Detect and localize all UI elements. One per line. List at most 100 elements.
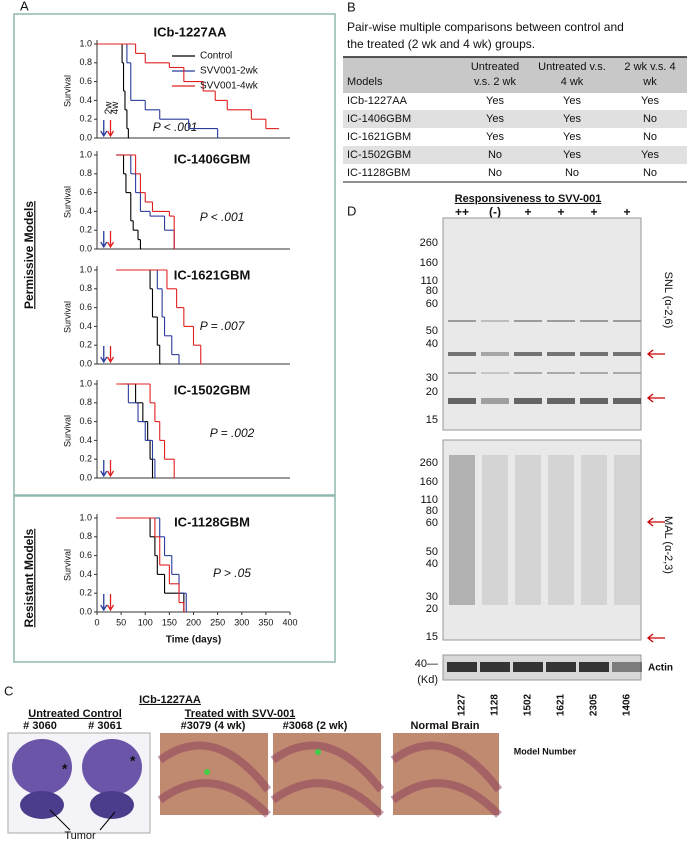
y-axis-label: Survival [62,415,72,447]
y-tick-label: 0.8 [79,397,92,407]
p-value: P < .001 [153,120,198,134]
x-tick-label: 50 [116,617,126,627]
blot-band [448,372,476,374]
mw-marker: 20 [426,386,438,398]
panel-letter: B [347,0,356,14]
permissive-box [13,13,336,496]
table-cell: Yes [641,95,659,107]
sample-id: #3079 (4 wk) [181,720,246,732]
table-cell: IC-1128GBM [347,167,410,179]
y-tick-label: 0.8 [79,57,92,67]
blot-label: Actin [648,663,673,674]
table-cell: No [643,131,657,143]
actin-band [447,662,477,672]
histology-texture [157,741,272,818]
table-cell: No [488,167,502,179]
blot-unit: (Kd) [417,674,438,686]
mw-marker: 80 [426,285,438,297]
arrow-label: 2w [103,101,114,115]
p-value: P = .002 [210,426,255,440]
sample-id: # 3061 [88,720,122,732]
histo-group: Untreated Control [28,708,122,720]
mw-marker: 80 [426,505,438,517]
mw-marker: 20 [426,603,438,615]
blot-title: Responsiveness to SVV-001 [455,193,602,205]
mw-marker: 60 [426,517,438,529]
y-tick-label: 0.0 [79,472,92,482]
x-tick-label: 350 [258,617,273,627]
x-tick-label: 250 [210,617,225,627]
blot-smear [515,455,541,605]
lane-response: + [623,205,630,219]
treatment-arrow [106,120,115,138]
blot-band [547,398,575,404]
lane-model: 1128 [490,694,501,716]
mw-marker: 30 [426,591,438,603]
x-tick-label: 300 [234,617,249,627]
treatment-arrow [100,231,108,249]
blot-image [442,439,642,641]
y-tick-label: 0.8 [79,168,92,178]
blot-band [580,320,608,322]
panel-letter: A [20,0,29,13]
blot-band [481,398,509,404]
virus-stain [315,749,321,755]
tumor-mark: * [62,761,68,777]
table-cell: Yes [486,113,504,125]
arrow-label: 4w [110,101,121,115]
table-cell: No [488,149,502,161]
table-cell: No [565,167,579,179]
treatment-arrow [106,231,115,249]
y-tick-label: 0.6 [79,187,92,197]
p-value: P > .05 [213,566,251,580]
blot-label: MAL (α-2,3) [662,516,674,574]
chart-title: IC-1128GBM [174,514,250,529]
blot-x-label: Model Number [514,746,577,756]
mw-marker: 40— [415,658,438,670]
mw-marker: 50 [426,546,438,558]
blot-band [481,372,509,374]
mw-marker: 15 [426,631,438,643]
panel-letter: D [347,203,356,218]
y-tick-label: 1.0 [79,38,92,48]
blot-band [613,398,641,404]
y-axis-label: Survival [62,75,72,107]
y-tick-label: 0.2 [79,454,92,464]
lane-model: 1406 [622,693,633,716]
table-caption: Pair-wise multiple comparisons between c… [347,20,624,34]
blot-band [580,398,608,404]
chart-title: IC-1621GBM [174,267,251,282]
table-cell: ICb-1227AA [347,95,408,107]
actin-band [513,662,543,672]
table-row-bg [343,110,687,128]
actin-band [612,662,642,672]
table-cell: No [643,113,657,125]
table-header: 4 wk [561,76,584,88]
blot-label: SNL (α-2,6) [662,272,674,329]
treatment-arrow [106,460,115,478]
blot-band [613,352,641,356]
mw-marker: 40 [426,338,438,350]
legend-label: SVV001-2wk [200,66,259,77]
blot-band [448,398,476,404]
sample-id: # 3060 [23,720,57,732]
blot-band [547,352,575,356]
side-label: Permissive Models [22,201,36,309]
lane-response: (-) [489,205,501,219]
y-tick-label: 0.4 [79,95,92,105]
tumor-label: Tumor [64,830,96,842]
y-tick-label: 0.0 [79,606,92,616]
y-tick-label: 0.4 [79,569,92,579]
blot-band [613,372,641,374]
y-tick-label: 0.8 [79,531,92,541]
y-tick-label: 0.0 [79,243,92,253]
cerebellum [90,791,134,819]
blot-band [448,352,476,356]
y-tick-label: 0.4 [79,321,92,331]
mw-marker: 160 [420,476,438,488]
mw-marker: 110 [420,275,438,287]
tumor-mark: * [130,753,136,769]
histo-title: ICb-1227AA [139,694,201,706]
legend-label: SVV001-4wk [200,81,259,92]
